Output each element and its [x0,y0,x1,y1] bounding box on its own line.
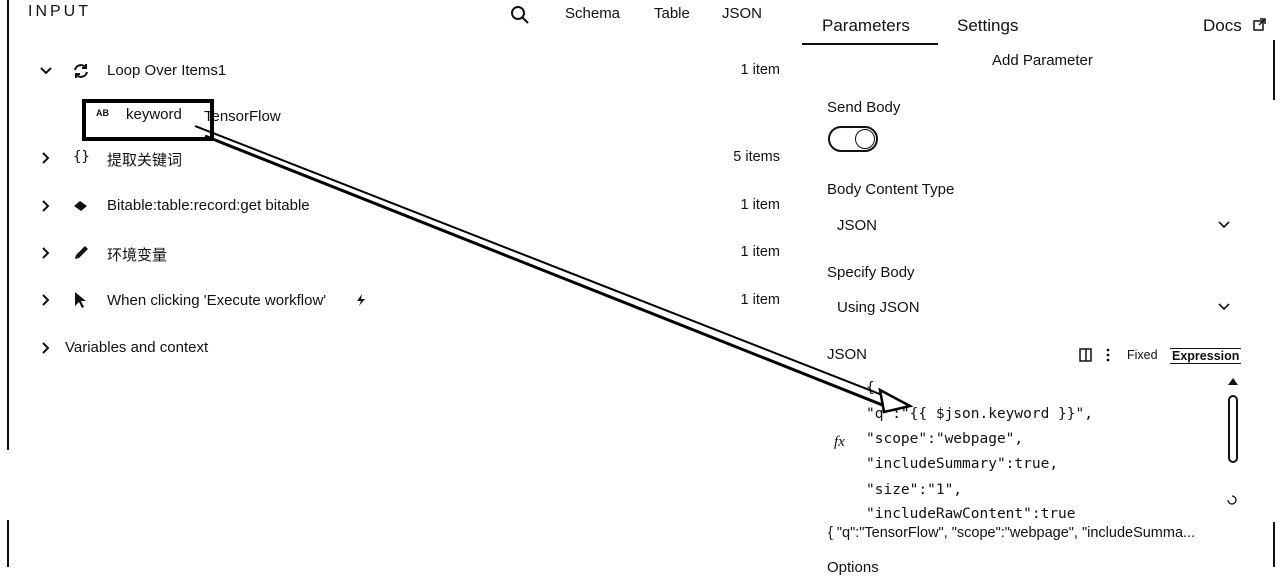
chevron-right[interactable] [38,292,54,308]
editor-icons[interactable] [1078,347,1114,363]
item-count: 5 items [733,149,780,165]
node-label[interactable]: When clicking 'Execute workflow' [107,292,327,309]
tab[interactable]: Table [654,5,690,22]
panel-title: INPUT [28,3,91,20]
item-count: 1 item [740,62,781,78]
tab[interactable]: Settings [957,16,1019,35]
external-icon [1253,18,1266,31]
docs-link[interactable]: Docs [1203,16,1242,35]
panel-border [1273,522,1275,567]
type-badge: AB [96,108,109,118]
fx-icon: fx [834,434,845,450]
search-icon[interactable] [510,5,530,25]
node-label[interactable]: Bitable:table:record:get bitable [107,197,310,214]
mode-option-active[interactable]: Expression [1170,348,1242,364]
item-count: 1 item [740,197,781,213]
tab[interactable]: Schema [565,5,621,22]
item-count: 1 item [740,244,781,260]
chevron-right[interactable] [38,198,54,214]
code-line: "includeRawContent":true [866,506,1076,518]
code-line: "includeSummary":true, [866,456,1059,472]
code-line: { [866,380,875,396]
code-icon: {} [73,149,90,165]
toggle[interactable] [828,126,878,152]
code-editor[interactable]: { "q":"{{ $json.keyword }}", "scope":"we… [866,378,1216,518]
field-name[interactable]: keyword [126,106,182,123]
item-count: 1 item [740,292,781,308]
loop-icon [74,64,88,78]
cursor-icon [75,292,86,308]
node-label[interactable]: Loop Over Items1 [107,62,227,79]
dropdown-value[interactable]: JSON [837,217,878,234]
tab[interactable]: JSON [722,5,763,22]
node-label[interactable]: 提取关键词 [107,152,183,169]
expression-result: { "q":"TensorFlow", "scope":"webpage", "… [828,525,1196,541]
add-parameter[interactable]: Add Parameter [992,52,1093,69]
highlight-box [82,99,214,141]
dropdown-chevron[interactable] [1216,300,1232,314]
panel-border [7,0,9,450]
tab-active[interactable]: Parameters [822,16,910,35]
dropdown-value[interactable]: Using JSON [837,299,920,316]
field-label: JSON [827,346,868,363]
code-line: "scope":"webpage", [866,431,1024,447]
field-value: TensorFlow [204,108,281,125]
field-label: Send Body [827,99,901,116]
bolt-icon [357,294,365,306]
field-label: Options [827,559,879,576]
code-line: "q":"{{ $json.keyword }}", [866,406,1093,422]
code-line: "size":"1", [866,482,963,498]
scrollbar[interactable] [1224,376,1244,511]
tab-underline [802,43,938,45]
field-label: Body Content Type [827,181,955,198]
dropdown-chevron[interactable] [1216,218,1232,232]
chevron-right[interactable] [38,340,54,356]
chevron-right[interactable] [38,245,54,261]
panel-border [7,520,9,567]
panel-border [1273,40,1275,100]
node-label[interactable]: 环境变量 [107,247,168,264]
mode-option[interactable]: Fixed [1127,348,1158,362]
pencil-icon [75,246,88,259]
chevron-right[interactable] [38,150,54,166]
node-label[interactable]: Variables and context [65,339,209,356]
field-label: Specify Body [827,264,915,281]
chevron-down[interactable] [38,64,54,78]
bitable-icon [74,201,87,211]
